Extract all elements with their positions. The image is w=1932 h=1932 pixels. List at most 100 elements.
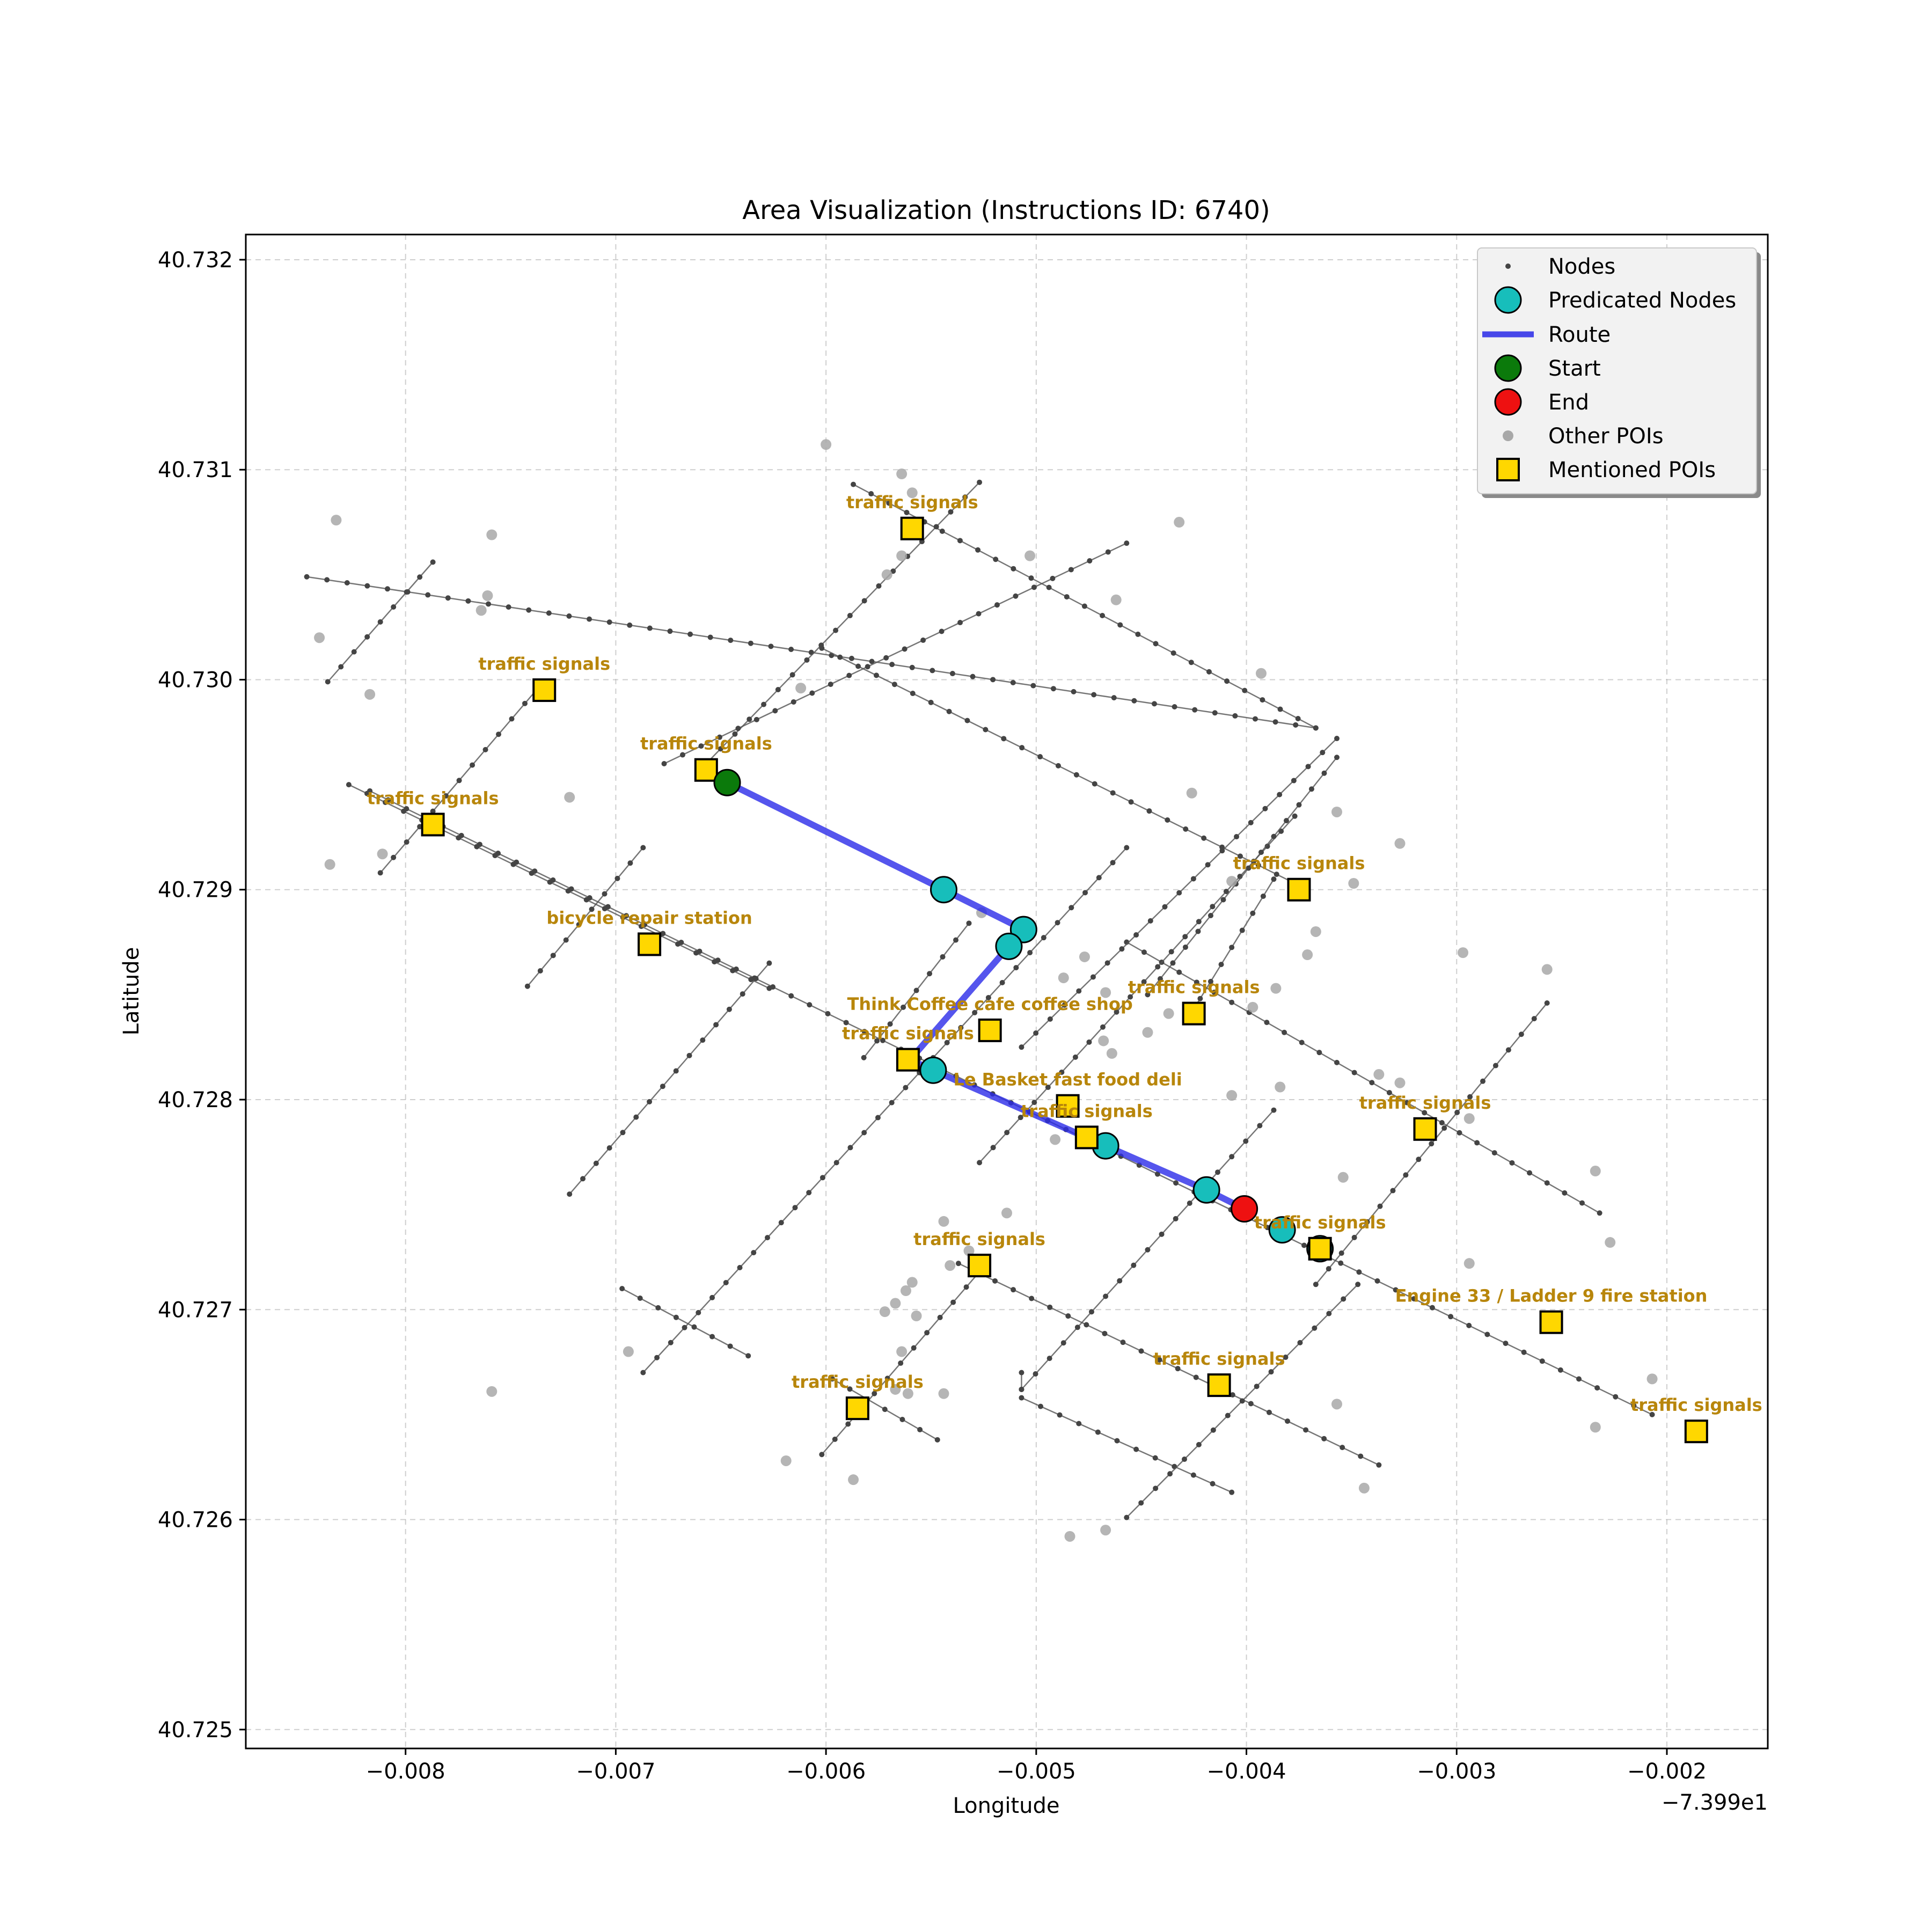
legend-mentioned-pois-marker (1496, 458, 1520, 481)
node (1019, 1044, 1024, 1050)
other-poi (896, 1346, 908, 1357)
node (1338, 1260, 1344, 1266)
node (1321, 770, 1327, 776)
node (1283, 818, 1289, 824)
legend-start-label: Start (1548, 356, 1601, 381)
node (807, 1002, 813, 1008)
other-poi (911, 1311, 922, 1321)
other-poi (1605, 1237, 1616, 1248)
node (667, 628, 673, 634)
predicated-node (930, 876, 957, 904)
node (1146, 808, 1152, 814)
node (1124, 1514, 1130, 1520)
node (445, 595, 451, 601)
other-poi (1458, 947, 1469, 958)
node (1594, 1385, 1600, 1391)
mentioned-poi-marker (1684, 1419, 1708, 1444)
other-poi (780, 1455, 792, 1466)
node (1250, 910, 1256, 916)
node (1355, 1282, 1361, 1287)
node (346, 782, 352, 788)
node (946, 708, 952, 714)
other-poi (938, 1388, 949, 1399)
x-axis-title: Longitude (953, 1794, 1060, 1818)
node (928, 699, 934, 705)
node (948, 509, 954, 515)
node (806, 1190, 812, 1196)
mentioned-poi-marker (1207, 1373, 1231, 1397)
node (927, 971, 933, 977)
mentioned-poi-label: traffic signals (478, 654, 610, 674)
node (1188, 660, 1194, 665)
node (882, 1407, 888, 1413)
node (872, 1391, 877, 1396)
other-poi (1275, 1081, 1286, 1093)
x-axis-ticks: −0.008 −0.007 −0.006 −0.005 −0.004 −0.003 −0.0… (366, 1748, 1707, 1784)
node (901, 1004, 906, 1010)
legend-predicated-label: Predicated Nodes (1548, 288, 1736, 313)
node (526, 607, 532, 613)
node (614, 875, 620, 881)
node (993, 557, 999, 562)
node (789, 672, 795, 678)
other-poi (1064, 1531, 1075, 1542)
node (1145, 1247, 1151, 1253)
node (1031, 584, 1037, 590)
node (482, 747, 488, 752)
node (745, 1353, 751, 1359)
node (1457, 1130, 1462, 1136)
node (884, 1375, 890, 1381)
other-poi (1100, 1525, 1111, 1536)
node (465, 598, 471, 604)
node (953, 937, 959, 943)
node (580, 1176, 586, 1182)
node (829, 1376, 835, 1382)
other-poi (1142, 1027, 1153, 1038)
node (1321, 1436, 1327, 1441)
node (772, 708, 778, 714)
node (679, 752, 685, 758)
mentioned-poi-marker (900, 516, 924, 540)
node (804, 657, 810, 663)
node (1176, 890, 1182, 896)
node (861, 1130, 867, 1136)
street-network (304, 479, 1655, 1520)
node (1234, 834, 1240, 840)
legend-nodes-label: Nodes (1548, 254, 1615, 279)
node (401, 808, 407, 814)
mentioned-poi-marker (896, 1048, 920, 1072)
other-poi (1174, 517, 1185, 528)
node (524, 983, 530, 989)
node (1165, 817, 1170, 823)
node (707, 634, 713, 640)
node (1088, 1309, 1094, 1315)
street-segment (642, 847, 1128, 1373)
plot-frame (245, 233, 1769, 1750)
node (934, 1437, 940, 1443)
other-poi (1337, 1172, 1349, 1183)
node (910, 691, 916, 697)
node (1248, 819, 1254, 825)
chart-title: Area Visualization (Instructions ID: 674… (742, 195, 1270, 225)
node (1159, 1231, 1165, 1237)
node (1062, 1002, 1067, 1008)
node (1194, 979, 1199, 985)
start-marker (713, 769, 741, 796)
node (1369, 1080, 1375, 1086)
node (1047, 1016, 1053, 1022)
node (620, 1130, 626, 1136)
node (1229, 945, 1235, 950)
node (851, 481, 857, 487)
node (1081, 603, 1087, 609)
node (1386, 1089, 1392, 1095)
node (1416, 1157, 1422, 1162)
node (510, 861, 516, 867)
node (1220, 897, 1226, 903)
mentioned-poi-label: bicycle repair station (546, 908, 752, 928)
node (972, 1009, 978, 1015)
node (1170, 960, 1176, 966)
node (627, 860, 633, 866)
y-tick-label: 40.725 (158, 1718, 233, 1743)
node (713, 1022, 719, 1028)
